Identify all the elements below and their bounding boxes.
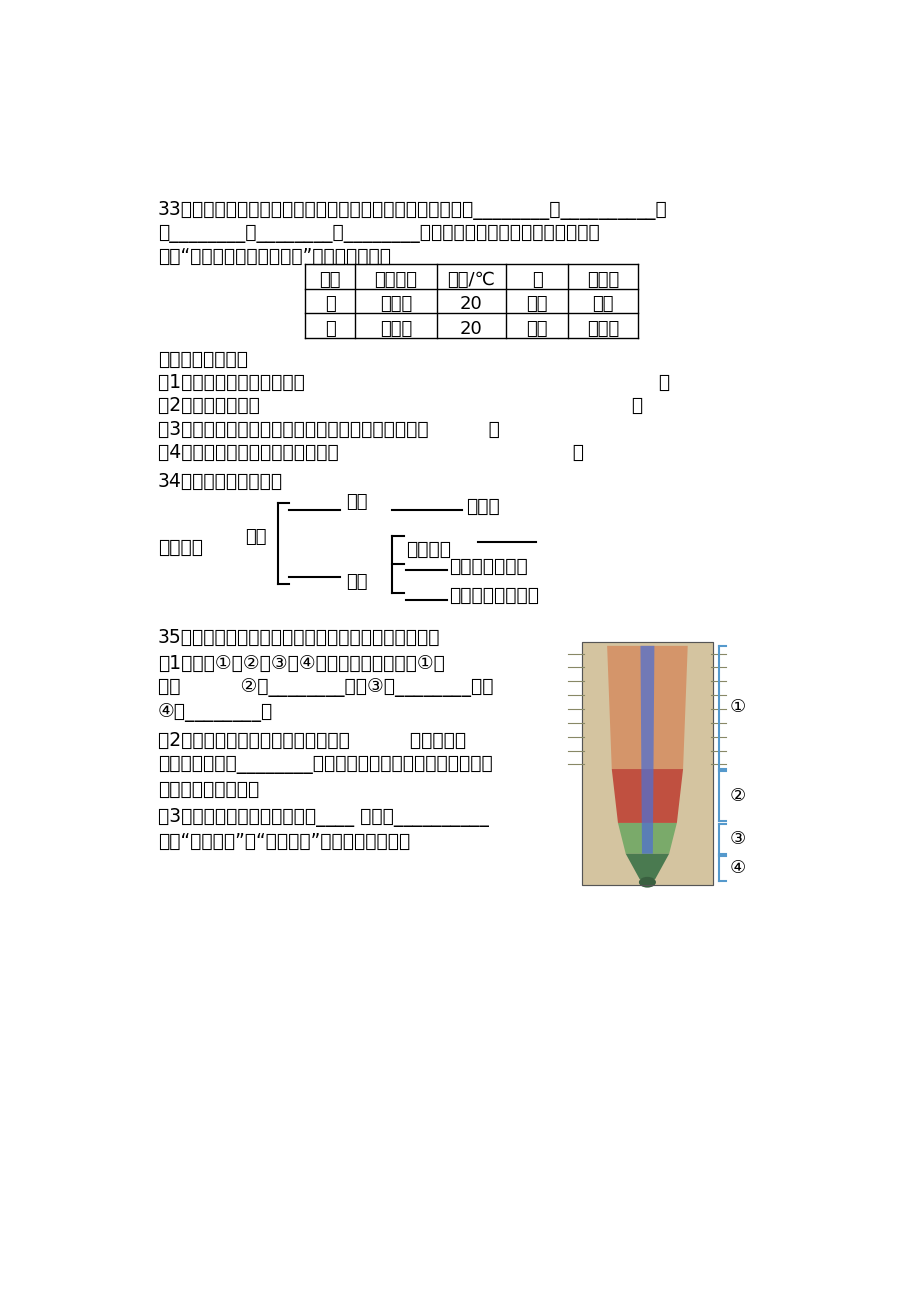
Text: 发芽: 发芽 [592, 295, 613, 314]
Text: 光线情况: 光线情况 [374, 271, 417, 289]
Text: 探究“水分影响花生种子发芽”，设计的实验。: 探究“水分影响花生种子发芽”，设计的实验。 [157, 247, 391, 265]
Text: 区，          ②是________区，③是________区，: 区， ②是________区，③是________区， [157, 678, 493, 697]
Text: 据表格回答问题：: 据表格回答问题： [157, 350, 247, 369]
Text: 增强根的吸收功能。: 增强根的吸收功能。 [157, 779, 258, 799]
Polygon shape [618, 824, 676, 853]
Text: 包括: 包括 [346, 572, 367, 591]
Text: 一周后: 一周后 [586, 271, 618, 289]
Text: 者，如虎、兔等: 者，如虎、兔等 [448, 557, 528, 575]
Text: 甲: 甲 [324, 295, 335, 314]
Text: 33、科学探究是科学家研究生命科学的常用方法，基本过程是________、__________、: 33、科学探究是科学家研究生命科学的常用方法，基本过程是________、___… [157, 200, 666, 220]
Text: ②: ② [729, 787, 745, 805]
Text: 包括: 包括 [346, 493, 367, 511]
Bar [582, 641, 711, 885]
Polygon shape [607, 645, 687, 769]
Text: 和________、________、________、表达交流等。下表是小强同学为了: 和________、________、________、表达交流等。下表是小强同… [157, 224, 598, 243]
Text: （2）根尖具有吸收功能的部位主要是          区，因为这: （2）根尖具有吸收功能的部位主要是 区，因为这 [157, 731, 465, 749]
Text: ③: ③ [729, 830, 745, 848]
Text: ④是________。: ④是________。 [157, 703, 273, 722]
Text: 干燥: 干燥 [526, 320, 548, 338]
Text: 没发芽: 没发芽 [586, 320, 618, 338]
Text: （填“从上往下”或“从下往上”）运输到茎和叶。: （填“从上往下”或“从下往上”）运输到茎和叶。 [157, 833, 410, 851]
Text: 乙: 乙 [324, 320, 335, 338]
Text: （1）图中①、②、③、④代表的部位分别是：①是: （1）图中①、②、③、④代表的部位分别是：①是 [157, 653, 444, 673]
Text: 湿润: 湿润 [526, 295, 548, 314]
Text: （1）小强同学探究的问题是                                                           ；: （1）小强同学探究的问题是 ； [157, 373, 669, 393]
Polygon shape [625, 853, 668, 879]
Text: 土壤等: 土壤等 [466, 497, 499, 515]
Text: 生态系统: 生态系统 [157, 539, 202, 557]
Text: 一区域有大量的________。使根的表面积增大很多倍，有利于: 一区域有大量的________。使根的表面积增大很多倍，有利于 [157, 755, 492, 774]
Text: 20: 20 [460, 320, 482, 338]
Text: 20: 20 [460, 295, 482, 314]
Polygon shape [611, 769, 682, 824]
Ellipse shape [638, 877, 655, 887]
Text: 34、完成下列概念图：: 34、完成下列概念图： [157, 472, 282, 490]
Text: 向阳处: 向阳处 [380, 295, 412, 314]
Bar [582, 641, 711, 885]
Polygon shape [640, 645, 653, 853]
Text: 花盆: 花盆 [319, 271, 340, 289]
Text: （3）根吸收的水和无机盐是由____ 管，从__________: （3）根吸收的水和无机盐是由____ 管，从__________ [157, 808, 488, 826]
Text: 向阳处: 向阳处 [380, 320, 412, 338]
Text: ①: ① [729, 699, 745, 717]
Text: （2）作出的假设是                                                              ；: （2）作出的假设是 ； [157, 397, 642, 415]
Text: 包括: 包括 [245, 528, 267, 546]
Text: 水: 水 [531, 271, 542, 289]
Text: （4）你能从现象中得出科学结论是                                       。: （4）你能从现象中得出科学结论是 。 [157, 442, 583, 462]
Text: 生产者是: 生产者是 [406, 540, 451, 559]
Text: 温度/℃: 温度/℃ [447, 271, 495, 289]
Text: ④: ④ [729, 860, 745, 877]
Text: 者，如细菌、真菌: 者，如细菌、真菌 [448, 585, 539, 605]
Text: 35、右图是植物根尖的结构模式图，请据图回答问题：: 35、右图是植物根尖的结构模式图，请据图回答问题： [157, 628, 439, 647]
Text: （3）小强同学设计甲、乙两组实验，目的是为了进行          。: （3）小强同学设计甲、乙两组实验，目的是为了进行 。 [157, 419, 499, 438]
